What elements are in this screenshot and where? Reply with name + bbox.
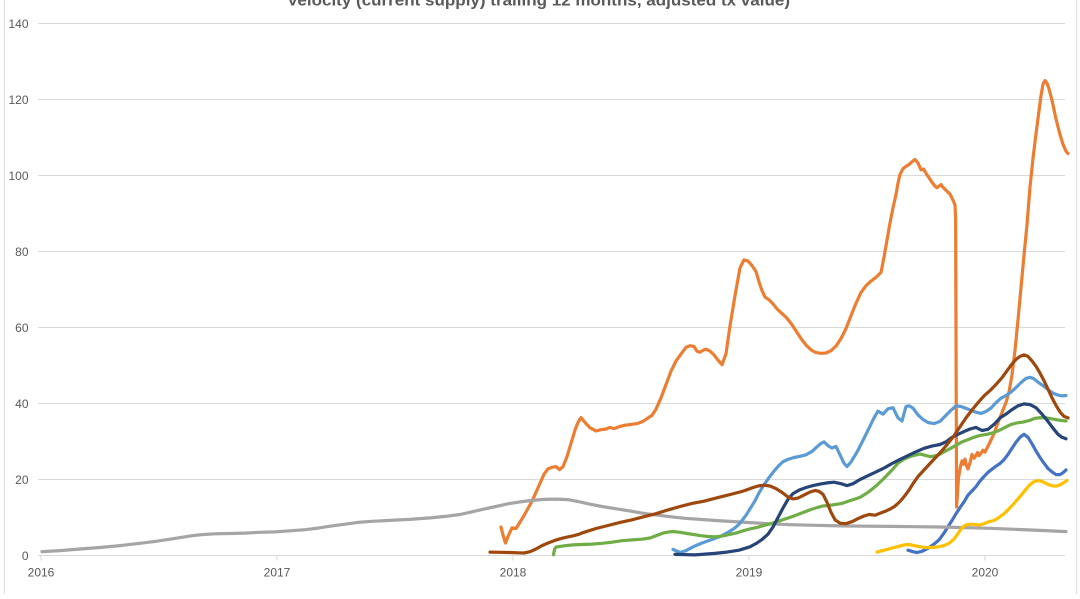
svg-text:20: 20 [15, 473, 29, 487]
svg-text:Velocity (current supply) trai: Velocity (current supply) trailing 12 mo… [287, 0, 790, 10]
svg-text:140: 140 [8, 17, 28, 31]
svg-text:40: 40 [15, 397, 29, 411]
svg-text:2019: 2019 [736, 566, 763, 580]
svg-text:80: 80 [15, 245, 29, 259]
svg-text:60: 60 [15, 321, 29, 335]
svg-text:2018: 2018 [500, 566, 527, 580]
svg-text:120: 120 [8, 93, 28, 107]
svg-text:2020: 2020 [972, 566, 999, 580]
svg-text:2016: 2016 [28, 566, 55, 580]
svg-text:2017: 2017 [264, 566, 291, 580]
svg-text:0: 0 [22, 549, 29, 563]
svg-text:100: 100 [8, 169, 28, 183]
